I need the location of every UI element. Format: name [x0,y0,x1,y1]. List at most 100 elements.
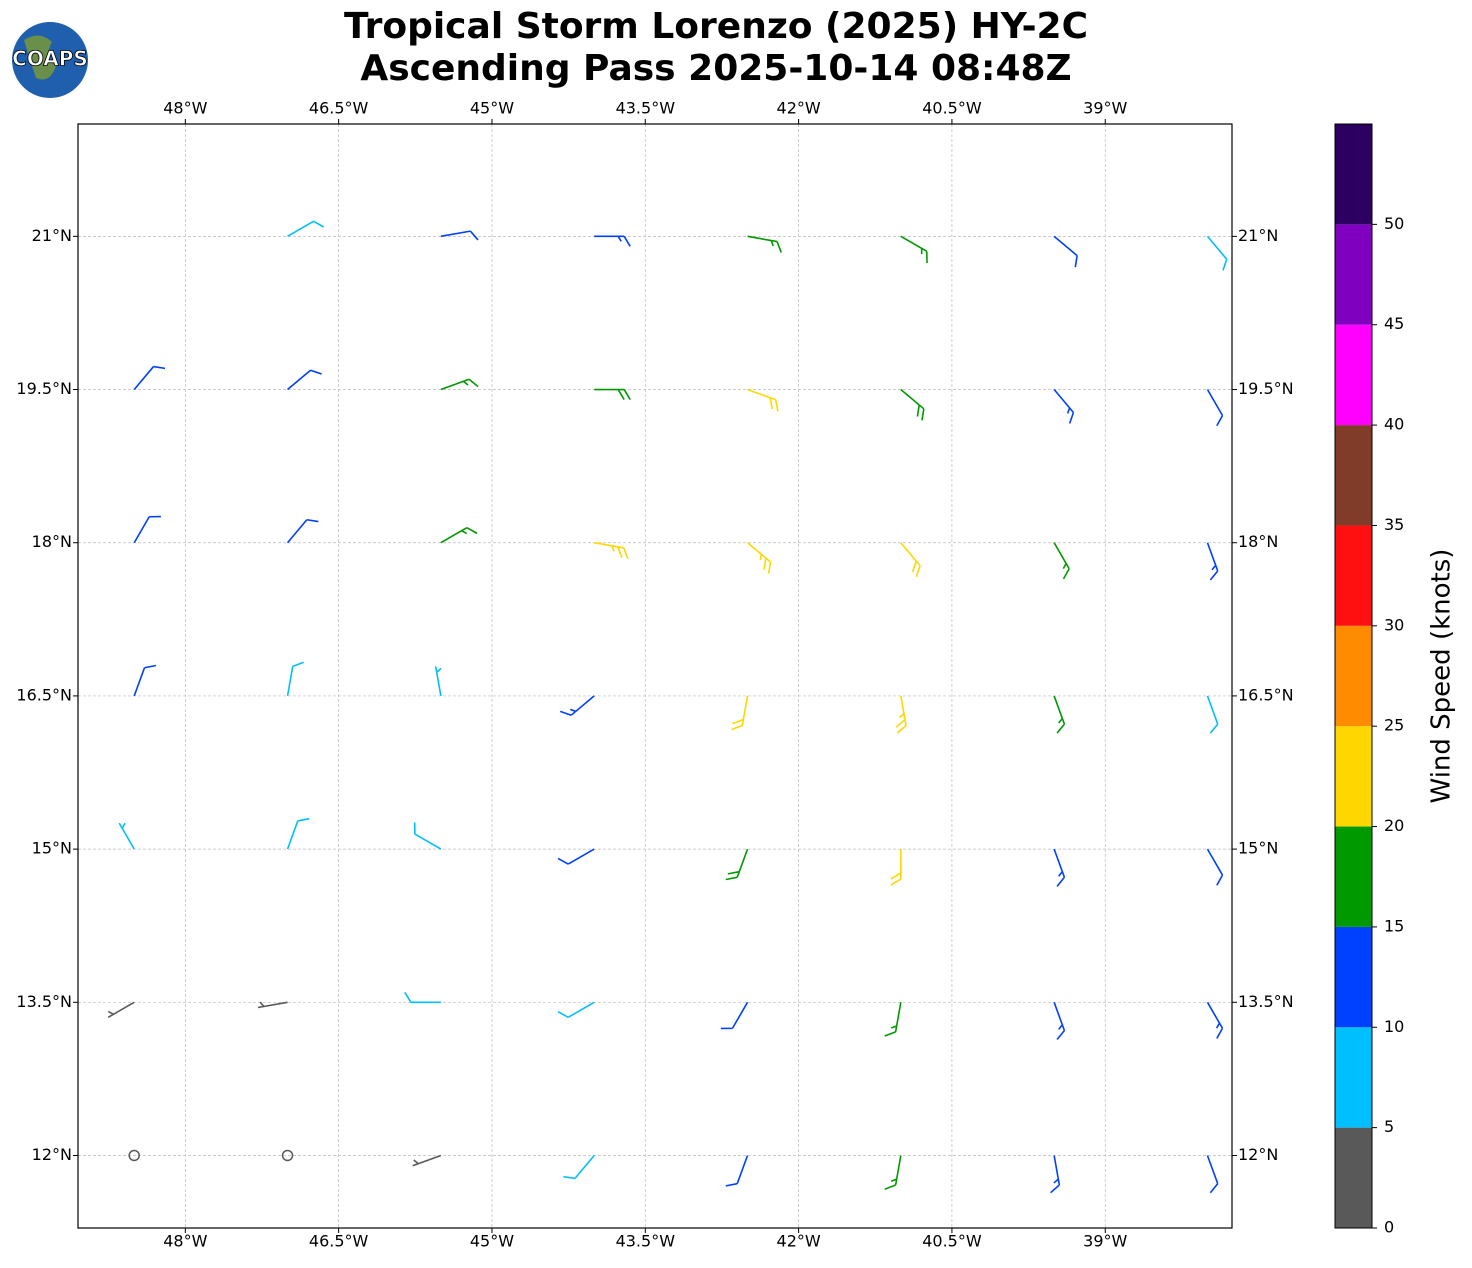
wind-barb [440,230,479,241]
x-tick-label: 48°W [163,99,207,118]
wind-barb [413,822,442,850]
wind-barb [107,1001,135,1018]
calm-marker [128,1149,140,1162]
colorbar-tick-label: 40 [1384,415,1404,434]
colorbar-tick-label: 25 [1384,716,1404,735]
colorbar-label: Wind Speed (knots) [1427,549,1457,804]
x-tick-label: 45°W [470,99,514,118]
colorbar-segment [1335,826,1372,927]
wind-barb [133,365,166,391]
wind-barb [900,388,925,421]
wind-barb [1053,235,1078,268]
wind-barb [725,848,749,881]
y-tick-label: 12°N [32,1145,72,1164]
x-tick-label: 39°W [1083,1232,1127,1251]
wind-barb [746,542,772,574]
chart-subtitle: Ascending Pass 2025-10-14 08:48Z [360,48,1071,89]
y-tick-label: 19.5°N [1238,379,1294,398]
colorbar-segment [1335,1027,1372,1128]
wind-barb [890,849,902,886]
wind-barb [900,235,928,264]
colorbar-segment [1335,726,1372,827]
y-tick-label: 21°N [1238,226,1278,245]
wind-barb [404,991,441,1004]
colorbar-segment [1335,224,1372,325]
wind-barb [884,1002,902,1037]
wind-barb [1206,848,1224,886]
y-tick-label: 13.5°N [16,992,72,1011]
colorbar-segment [1335,525,1372,626]
wind-barb [594,541,629,560]
wind-barb [1053,695,1066,734]
x-tick-label: 45°W [470,1232,514,1251]
wind-barb [1206,1001,1224,1039]
wind-barb [286,518,319,544]
wind-barb [440,527,478,544]
colorbar-tick-label: 0 [1384,1218,1394,1237]
y-tick-label: 15°N [32,839,72,858]
colorbar-tick-label: 35 [1384,515,1404,534]
wind-barb [287,220,325,238]
colorbar-tick-label: 5 [1384,1117,1394,1136]
wind-barb [557,1001,595,1018]
colorbar-tick-label: 30 [1384,615,1404,634]
map-frame [77,123,1233,1229]
logo-land [24,35,56,80]
x-tick-label: 39°W [1083,99,1127,118]
wind-barb [1206,235,1228,271]
logo: COAPS [12,22,88,98]
wind-barb [731,695,749,731]
wind-barb [1053,389,1075,424]
wind-barb [895,695,907,734]
wind-barb [133,515,161,544]
wind-barb [1053,542,1070,580]
x-tick-label: 42°W [777,1232,821,1251]
wind-barb [440,378,479,391]
y-tick-label: 16.5°N [16,685,72,704]
wind-barb [1053,1002,1066,1041]
x-tick-label: 46.5°W [309,99,369,118]
colorbar-segment [1335,1127,1372,1228]
y-tick-label: 13.5°N [1238,992,1294,1011]
wind-barb [594,388,631,400]
wind-barb [1206,1155,1219,1194]
wind-barb [434,666,442,697]
x-tick-label: 46.5°W [309,1232,369,1251]
wind-barb [257,1001,288,1009]
y-tick-label: 16.5°N [1238,685,1294,704]
wind-barb [287,369,322,391]
x-tick-label: 48°W [163,1232,207,1251]
y-tick-label: 18°N [1238,532,1278,551]
colorbar-frame [1334,123,1373,1229]
y-tick-label: 21°N [32,226,72,245]
wind-barb [557,848,595,865]
wind-barb [286,661,304,697]
colorbar-segment [1335,324,1372,426]
colorbar-segment [1335,625,1372,727]
colorbar-segment [1335,124,1372,225]
wind-barb [559,695,595,716]
chart-title: Tropical Storm Lorenzo (2025) HY-2C [344,6,1088,47]
calm-marker [281,1149,294,1162]
x-tick-label: 43.5°W [616,99,676,118]
x-tick-label: 40.5°W [922,1232,982,1251]
colorbar-segment [1335,926,1372,1028]
wind-barb [133,664,157,697]
colorbar-tick-label: 20 [1384,816,1404,835]
colorbar-tick-label: 50 [1384,214,1404,233]
wind-barb [884,1155,902,1190]
x-tick-label: 42°W [777,99,821,118]
y-tick-label: 15°N [1238,839,1278,858]
wind-barb [563,1154,595,1180]
colorbar-tick-label: 45 [1384,314,1404,333]
wind-barb [747,388,779,412]
wind-barb [747,235,782,253]
x-tick-label: 43.5°W [616,1232,676,1251]
wind-barb [412,1154,442,1167]
logo-text: COAPS [12,47,88,71]
wind-barb [1050,1155,1061,1194]
wind-barb [1053,848,1066,887]
wind-barb [594,235,631,247]
wind-barb [118,822,135,850]
